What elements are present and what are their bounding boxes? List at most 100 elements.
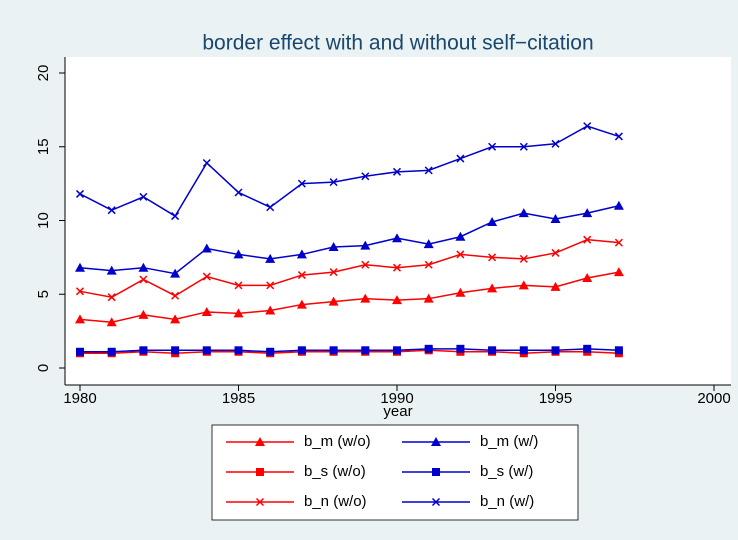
marker xyxy=(75,314,85,324)
x-tick-label: 1995 xyxy=(539,390,572,407)
line xyxy=(79,205,620,275)
marker xyxy=(488,142,497,151)
marker xyxy=(455,231,466,241)
marker xyxy=(519,254,528,263)
y-tick-label: 15 xyxy=(35,138,52,155)
marker xyxy=(233,249,244,259)
plot-area xyxy=(65,57,731,385)
legend-label: b_n (w/) xyxy=(480,493,534,510)
marker xyxy=(106,317,117,327)
marker xyxy=(201,306,212,316)
marker xyxy=(487,283,498,293)
marker xyxy=(107,206,116,215)
line xyxy=(79,271,620,324)
marker xyxy=(170,268,181,278)
marker xyxy=(266,347,275,356)
marker xyxy=(138,309,149,319)
marker xyxy=(614,238,623,247)
marker xyxy=(201,243,212,253)
marker xyxy=(423,239,434,249)
marker xyxy=(139,346,148,355)
marker xyxy=(519,346,528,355)
marker xyxy=(234,281,243,290)
marker xyxy=(456,250,465,259)
marker xyxy=(455,287,466,297)
marker xyxy=(76,347,84,356)
marker xyxy=(360,240,371,250)
y-tick-label: 5 xyxy=(35,290,52,298)
marker xyxy=(265,305,276,315)
marker xyxy=(393,346,401,355)
marker xyxy=(614,132,623,141)
marker xyxy=(392,167,402,176)
marker xyxy=(550,214,561,224)
marker xyxy=(582,273,593,283)
x-tick-label: 1985 xyxy=(222,390,255,407)
marker xyxy=(256,468,264,476)
marker xyxy=(361,260,370,269)
marker xyxy=(255,497,265,507)
marker xyxy=(424,344,433,353)
marker xyxy=(329,346,338,355)
marker xyxy=(233,308,244,318)
marker xyxy=(138,262,149,272)
x-tick-label: 1990 xyxy=(380,390,413,407)
y-tick-label: 20 xyxy=(35,65,52,82)
legend-label: b_m (w/o) xyxy=(304,433,371,450)
marker xyxy=(265,253,276,263)
marker xyxy=(431,497,441,507)
marker xyxy=(255,437,265,446)
marker xyxy=(171,212,180,221)
marker xyxy=(202,272,211,281)
x-axis-label: year xyxy=(383,403,412,420)
marker xyxy=(583,344,592,353)
marker xyxy=(551,248,560,257)
marker xyxy=(297,179,306,188)
marker xyxy=(361,172,370,181)
line xyxy=(80,348,619,353)
marker xyxy=(423,293,434,303)
marker xyxy=(551,139,560,148)
marker xyxy=(613,267,624,277)
marker xyxy=(456,154,465,163)
marker xyxy=(361,346,370,355)
marker xyxy=(202,158,211,168)
marker xyxy=(456,344,465,353)
y-tick-label: 10 xyxy=(35,212,52,229)
marker xyxy=(487,216,498,226)
marker xyxy=(424,166,433,175)
marker xyxy=(266,281,275,290)
chart-title: border effect with and without self−cita… xyxy=(202,32,593,55)
marker xyxy=(139,192,148,201)
marker xyxy=(75,262,85,272)
line xyxy=(79,125,620,218)
marker xyxy=(328,242,339,252)
marker xyxy=(614,346,623,355)
marker xyxy=(75,287,85,296)
marker xyxy=(170,314,181,324)
marker xyxy=(171,291,180,300)
marker xyxy=(234,188,243,197)
marker xyxy=(392,263,402,272)
marker xyxy=(107,347,116,356)
legend-label: b_s (w/o) xyxy=(304,463,366,480)
marker xyxy=(518,208,529,218)
x-tick-label: 1980 xyxy=(63,390,96,407)
marker xyxy=(360,293,371,303)
marker xyxy=(328,296,339,306)
marker xyxy=(266,203,275,212)
legend-label: b_s (w/) xyxy=(480,463,533,480)
line xyxy=(79,238,619,298)
marker xyxy=(551,346,560,355)
marker xyxy=(613,200,624,210)
marker xyxy=(234,346,243,355)
y-tick-label: 0 xyxy=(35,364,52,372)
marker xyxy=(582,208,593,218)
x-tick-label: 2000 xyxy=(697,390,730,407)
marker xyxy=(583,122,592,131)
marker xyxy=(202,346,211,355)
marker xyxy=(297,271,306,280)
legend-label: b_m (w/) xyxy=(480,433,538,450)
marker xyxy=(329,268,338,277)
